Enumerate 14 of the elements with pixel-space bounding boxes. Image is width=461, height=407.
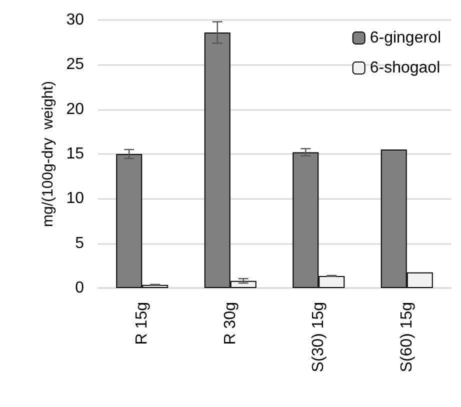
y-tick-label: 15 <box>66 146 84 162</box>
x-tick-label: S(30) 15g <box>310 302 328 372</box>
y-tick-label: 0 <box>75 280 84 296</box>
x-tick-label: R 15g <box>134 302 151 345</box>
y-axis-title: mg/(100g-dry weight) <box>39 81 56 227</box>
y-tick-label: 5 <box>75 234 84 252</box>
x-tick-label: R 30g <box>222 302 239 345</box>
legend-label: 6-shogaol <box>370 60 440 76</box>
y-tick-label: 25 <box>66 56 84 74</box>
x-tick-label: S(60) 15g <box>398 302 416 372</box>
y-tick-label: 20 <box>66 100 84 118</box>
y-tick-label: 10 <box>66 190 84 208</box>
y-tick-label: 30 <box>66 12 84 28</box>
legend-label: 6-gingerol <box>370 30 441 46</box>
